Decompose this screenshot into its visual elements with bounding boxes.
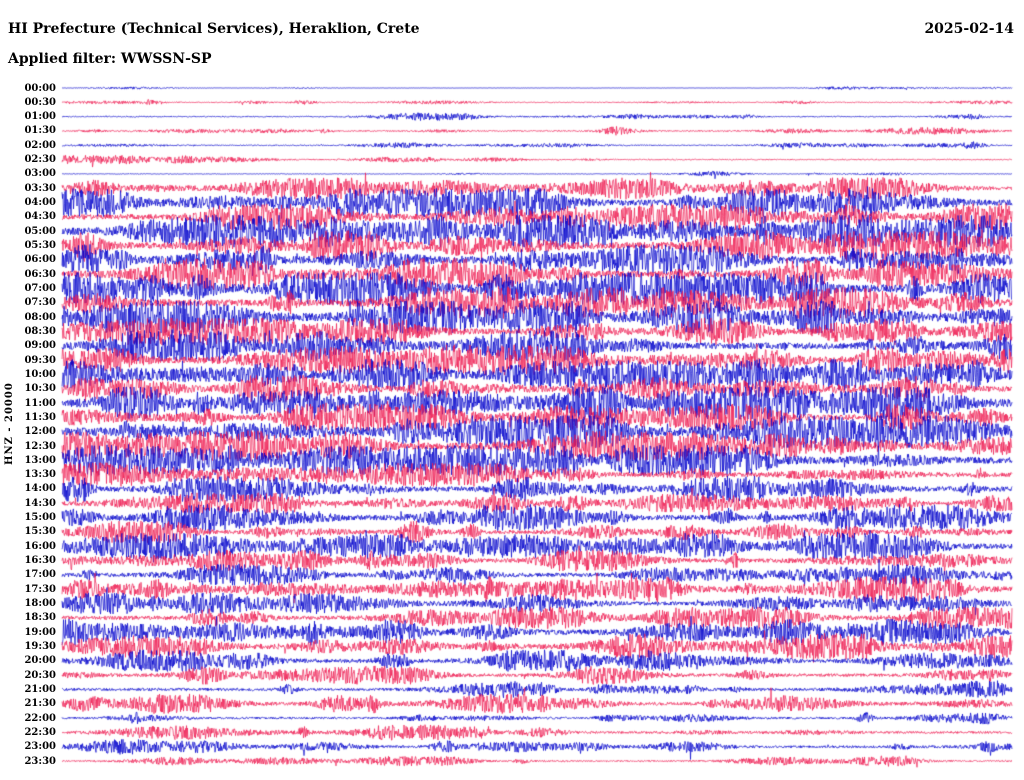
seismogram-traces-canvas bbox=[0, 0, 1024, 780]
helicorder-page: { "header": { "title": "HI Prefecture (T… bbox=[0, 0, 1024, 780]
